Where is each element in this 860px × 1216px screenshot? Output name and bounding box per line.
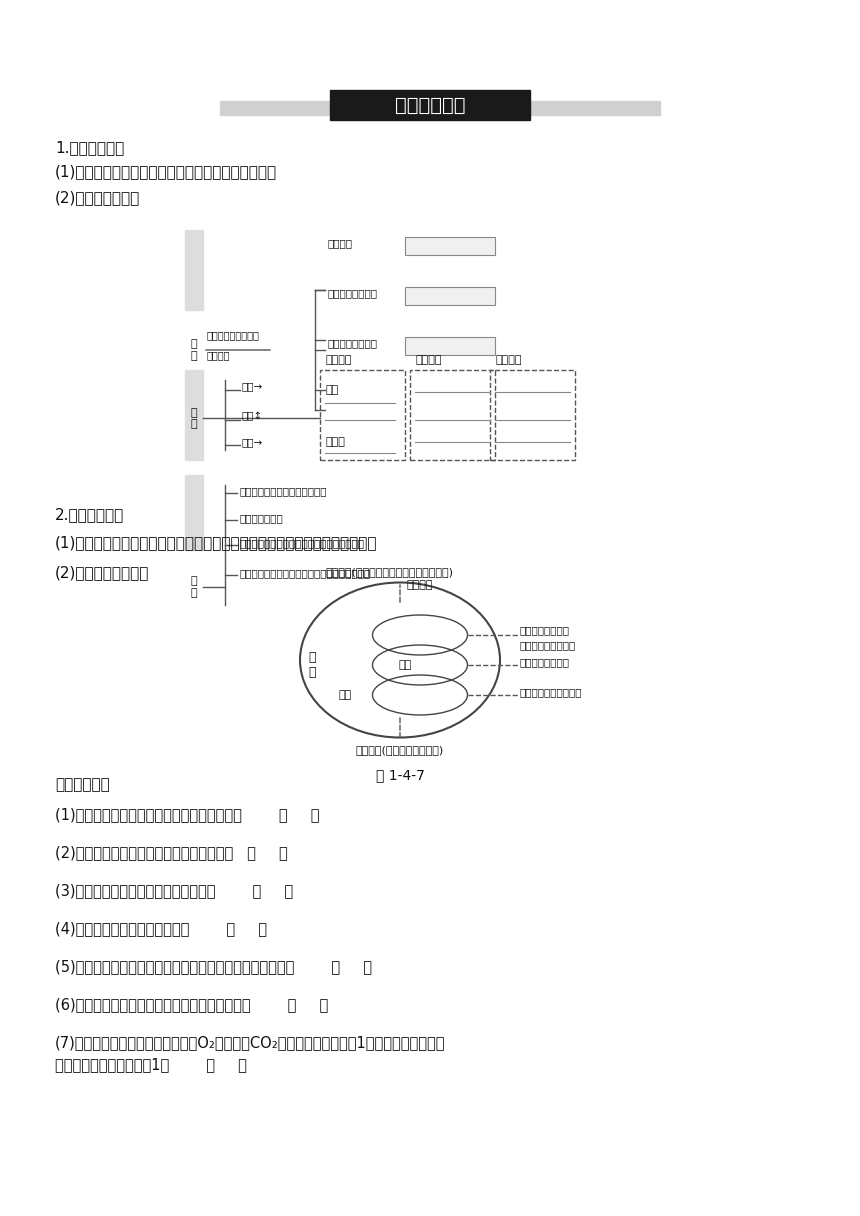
Text: 磷脂: 磷脂: [338, 689, 352, 700]
Text: （二糖）: （二糖）: [415, 355, 441, 365]
Text: 水解为多分子单糖: 水解为多分子单糖: [327, 338, 377, 348]
Bar: [330, 90, 530, 120]
Text: 底氧化分解时该比值大于1。        （     ）: 底氧化分解时该比值大于1。 （ ）: [55, 1058, 247, 1073]
Text: 储存能量：＿＿＿（植物）、＿＿＿（动物）: 储存能量：＿＿＿（植物）、＿＿＿（动物）: [240, 537, 365, 548]
Bar: [185, 370, 203, 460]
Text: 图 1-4-7: 图 1-4-7: [376, 769, 425, 782]
Text: （单糖）: （单糖）: [325, 355, 352, 365]
Text: 不能水解: 不能水解: [327, 238, 352, 248]
Text: 共有↕: 共有↕: [241, 411, 262, 421]
Text: (2)脂质的种类和功能: (2)脂质的种类和功能: [55, 565, 150, 580]
Text: 1.细胞中的糖类: 1.细胞中的糖类: [55, 141, 124, 156]
Bar: [405, 287, 495, 305]
Text: (7)葡萄糖彻底氧化分解时，消耗的O₂与释放的CO₂的物质的量的比值为1，同等质量的脂肪彻: (7)葡萄糖彻底氧化分解时，消耗的O₂与释放的CO₂的物质的量的比值为1，同等质…: [55, 1036, 445, 1051]
Text: 构成植物细胞壁: 构成植物细胞壁: [240, 513, 284, 523]
Text: 植物→: 植物→: [241, 381, 262, 392]
Text: 水解产物: 水解产物: [207, 350, 230, 360]
Text: 固醇: 固醇: [398, 660, 412, 670]
Bar: [405, 237, 495, 255]
Text: 功能脂质: 功能脂质: [407, 580, 433, 590]
Text: 果糖: 果糖: [325, 385, 338, 395]
Text: 【易错辨析】: 【易错辨析】: [55, 777, 110, 793]
Bar: [405, 337, 495, 355]
Text: 半乳糖: 半乳糖: [325, 437, 345, 447]
Text: 水解为两分子单糖: 水解为两分子单糖: [327, 288, 377, 298]
Text: (2)糖的种类和功能: (2)糖的种类和功能: [55, 191, 140, 206]
Text: 基础自主梳理: 基础自主梳理: [395, 96, 465, 114]
Text: 2.细胞中的脂质: 2.细胞中的脂质: [55, 507, 124, 523]
Text: 主要能源物质：＿＿＿＿＿是最主要的能源物质: 主要能源物质：＿＿＿＿＿是最主要的能源物质: [240, 568, 372, 578]
Bar: [320, 370, 405, 460]
Text: (5)细胞中的糖类都可以与斐林试剂反应，产生砖红色沉淀。        （     ）: (5)细胞中的糖类都可以与斐林试剂反应，产生砖红色沉淀。 （ ）: [55, 959, 372, 974]
Text: (1)组成元素：主要是＿＿＿＿＿＿＿＿＿，有些种类还含有＿＿＿＿＿＿＿。: (1)组成元素：主要是＿＿＿＿＿＿＿＿＿，有些种类还含有＿＿＿＿＿＿＿。: [55, 535, 378, 551]
Text: 结构脂质(生物膜的组成成分): 结构脂质(生物膜的组成成分): [356, 745, 444, 755]
Text: (6)脂肪、磷脂和胆固醇都是动物细胞膜的成分。        （     ）: (6)脂肪、磷脂和胆固醇都是动物细胞膜的成分。 （ ）: [55, 997, 329, 1013]
Text: 脂
质: 脂 质: [308, 651, 316, 679]
Text: 参与构成核酸：核糖、＿＿＿＿: 参与构成核酸：核糖、＿＿＿＿: [240, 486, 328, 496]
Bar: [185, 230, 203, 310]
Text: (2)甜菜里的蔗糖水解可产生葡萄糖和果糖。   （     ）: (2)甜菜里的蔗糖水解可产生葡萄糖和果糖。 （ ）: [55, 845, 288, 861]
Bar: [185, 475, 203, 550]
Text: (1)发芽小麦种子中的麦芽糖水解可产生果糖。        （     ）: (1)发芽小麦种子中的麦芽糖水解可产生果糖。 （ ）: [55, 807, 320, 822]
Text: 功
能: 功 能: [191, 576, 197, 598]
Text: （参与脂质运输、: （参与脂质运输、: [520, 625, 570, 635]
Text: (4)细胞中的糖类都是能源物质。        （     ）: (4)细胞中的糖类都是能源物质。 （ ）: [55, 922, 267, 936]
Text: 动物细胞膜的成分）: 动物细胞膜的成分）: [520, 640, 576, 651]
Text: 种
类: 种 类: [191, 339, 197, 361]
Text: 分
布: 分 布: [191, 407, 197, 429]
Bar: [220, 101, 660, 116]
Text: （促进钙、磷的吸收）: （促进钙、磷的吸收）: [520, 687, 582, 697]
Text: 动物→: 动物→: [241, 437, 262, 447]
Bar: [410, 370, 495, 460]
Text: (1)元素：仅由＿＿＿＿＿＿＿＿＿＿（元素）构成。: (1)元素：仅由＿＿＿＿＿＿＿＿＿＿（元素）构成。: [55, 164, 277, 180]
Text: （多糖）: （多糖）: [495, 355, 521, 365]
Text: 根据是否发生水解及: 根据是否发生水解及: [207, 330, 260, 340]
Text: (3)多糖在细胞中不与其他分子相结合。        （     ）: (3)多糖在细胞中不与其他分子相结合。 （ ）: [55, 884, 293, 899]
Text: 储存脂质(储能物质、保温、保护内脏器官): 储存脂质(储能物质、保温、保护内脏器官): [326, 567, 454, 578]
Text: （调节生命活动）: （调节生命活动）: [520, 657, 570, 668]
Bar: [490, 370, 575, 460]
